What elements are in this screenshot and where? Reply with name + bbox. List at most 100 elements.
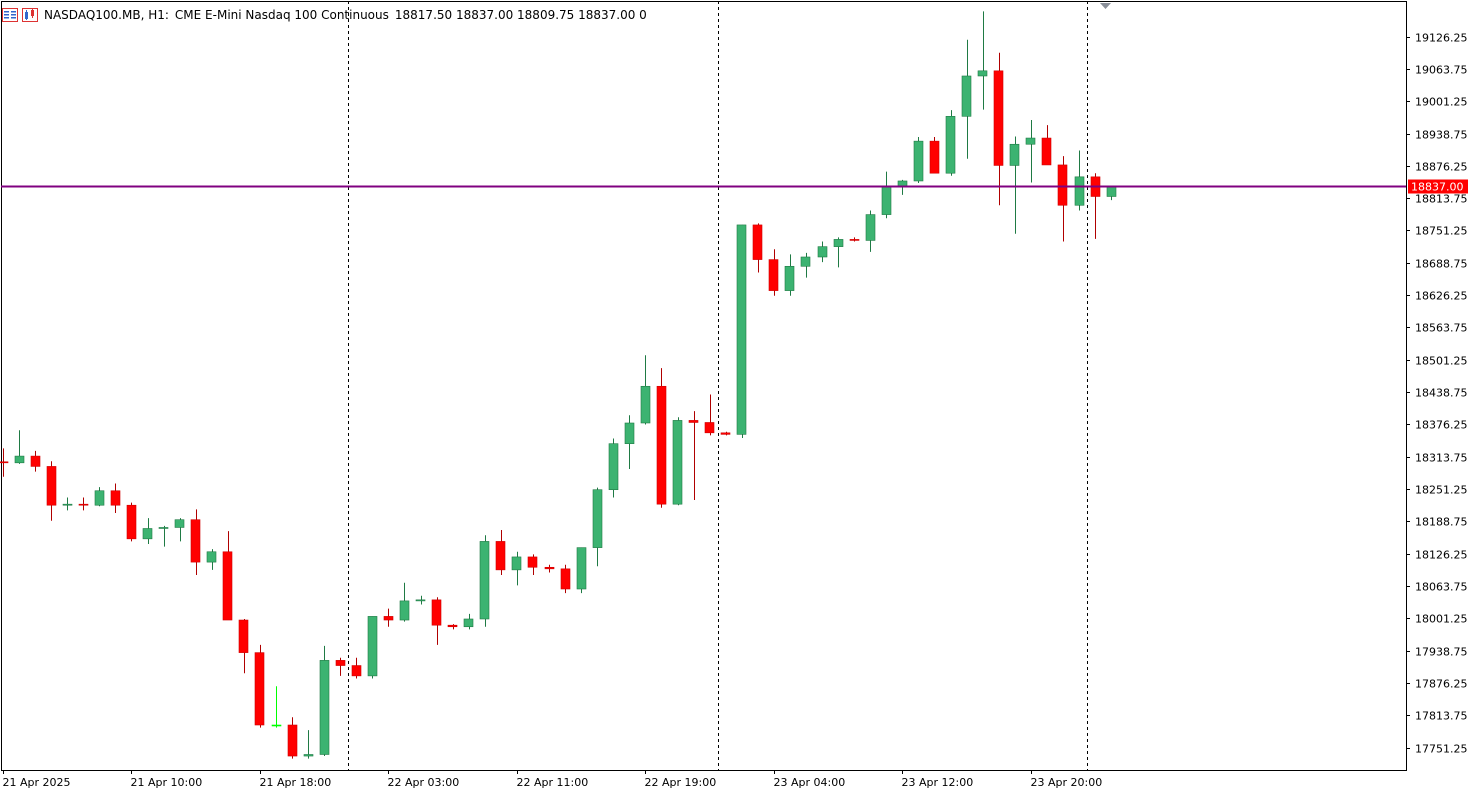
- y-tick-label: 18126.25: [1415, 549, 1468, 562]
- candle[interactable]: [254, 644, 265, 728]
- candle-body: [993, 70, 1004, 166]
- chart-shift-marker-icon[interactable]: [1100, 3, 1111, 9]
- candle[interactable]: [238, 618, 249, 674]
- candle[interactable]: [977, 11, 988, 110]
- x-tick-label: 22 Apr 11:00: [517, 776, 589, 789]
- candle-body: [640, 385, 651, 424]
- candle[interactable]: [367, 616, 378, 679]
- candle[interactable]: [576, 547, 587, 594]
- candle-body: [0, 461, 9, 464]
- candle[interactable]: [0, 448, 9, 477]
- candle[interactable]: [688, 411, 699, 501]
- candle[interactable]: [849, 237, 860, 242]
- candle[interactable]: [190, 509, 201, 576]
- candle-body: [784, 265, 795, 291]
- candle[interactable]: [30, 450, 41, 472]
- candle-body: [447, 624, 458, 628]
- candle-body: [30, 455, 41, 467]
- candle[interactable]: [383, 608, 394, 627]
- candle[interactable]: [736, 224, 747, 438]
- candle[interactable]: [14, 430, 25, 464]
- y-tick-label: 18876.25: [1415, 161, 1468, 174]
- candle[interactable]: [271, 686, 282, 728]
- candle[interactable]: [800, 252, 811, 278]
- candle[interactable]: [495, 530, 506, 576]
- candle[interactable]: [913, 137, 924, 184]
- candle[interactable]: [431, 597, 442, 645]
- candle-body: [800, 256, 811, 267]
- candle[interactable]: [817, 241, 828, 263]
- candle[interactable]: [1025, 119, 1036, 183]
- candle[interactable]: [46, 461, 57, 521]
- candle[interactable]: [1041, 125, 1052, 166]
- chart-header: NASDAQ100.MB, H1: CME E-Mini Nasdaq 100 …: [2, 6, 647, 24]
- candle-body: [383, 616, 394, 621]
- chart-properties-icon[interactable]: [22, 8, 38, 22]
- ohlc-values: 18817.50 18837.00 18809.75 18837.00 0: [394, 8, 647, 22]
- y-tick-label: 18938.75: [1415, 129, 1468, 142]
- candle[interactable]: [833, 237, 844, 268]
- candle[interactable]: [78, 497, 89, 511]
- candle[interactable]: [319, 645, 330, 757]
- candle[interactable]: [287, 717, 298, 759]
- candle[interactable]: [560, 564, 571, 594]
- candle[interactable]: [222, 531, 233, 621]
- candle[interactable]: [206, 549, 217, 570]
- candle[interactable]: [479, 535, 490, 627]
- candle[interactable]: [303, 730, 314, 759]
- candle[interactable]: [1057, 156, 1068, 242]
- candle[interactable]: [335, 657, 346, 676]
- candle[interactable]: [624, 415, 635, 470]
- candle[interactable]: [174, 518, 185, 542]
- candle[interactable]: [351, 657, 362, 679]
- candle[interactable]: [94, 487, 105, 507]
- candle[interactable]: [656, 368, 667, 508]
- current-price-label-bg: [1408, 179, 1468, 194]
- candle[interactable]: [399, 582, 410, 622]
- y-tick-label: 17751.25: [1415, 743, 1468, 756]
- candle-body: [544, 566, 555, 570]
- candle[interactable]: [126, 502, 137, 542]
- candle-body: [142, 528, 153, 540]
- candle[interactable]: [752, 223, 763, 273]
- candle[interactable]: [865, 210, 876, 252]
- candle[interactable]: [1009, 136, 1020, 234]
- candle-body: [367, 616, 378, 677]
- candle[interactable]: [62, 497, 73, 511]
- candle[interactable]: [1074, 150, 1085, 211]
- y-tick-label: 19126.25: [1415, 32, 1468, 45]
- y-tick-label: 18688.75: [1415, 258, 1468, 271]
- candle[interactable]: [544, 564, 555, 573]
- candle-body: [254, 652, 265, 726]
- candle-body: [78, 503, 89, 506]
- candle[interactable]: [640, 355, 651, 425]
- candle[interactable]: [672, 417, 683, 506]
- candle[interactable]: [945, 110, 956, 176]
- candle[interactable]: [463, 613, 474, 630]
- candle[interactable]: [784, 254, 795, 296]
- candle-body: [238, 619, 249, 653]
- candle[interactable]: [511, 551, 522, 586]
- candle[interactable]: [608, 438, 619, 498]
- candle[interactable]: [592, 487, 603, 567]
- candle[interactable]: [720, 431, 731, 436]
- candle[interactable]: [415, 595, 426, 605]
- chart-window-icon[interactable]: [2, 8, 18, 22]
- candle-body: [46, 466, 57, 506]
- candle-body: [174, 519, 185, 528]
- candle[interactable]: [110, 483, 121, 513]
- candle-body: [736, 224, 747, 435]
- candle[interactable]: [447, 624, 458, 630]
- candle[interactable]: [993, 52, 1004, 206]
- candle[interactable]: [929, 137, 940, 174]
- candle[interactable]: [158, 525, 169, 547]
- candle[interactable]: [768, 249, 779, 296]
- candle-body: [560, 568, 571, 590]
- candle[interactable]: [704, 394, 715, 436]
- candle[interactable]: [142, 518, 153, 545]
- candle[interactable]: [527, 554, 538, 576]
- candle[interactable]: [961, 39, 972, 159]
- candle-body: [881, 186, 892, 215]
